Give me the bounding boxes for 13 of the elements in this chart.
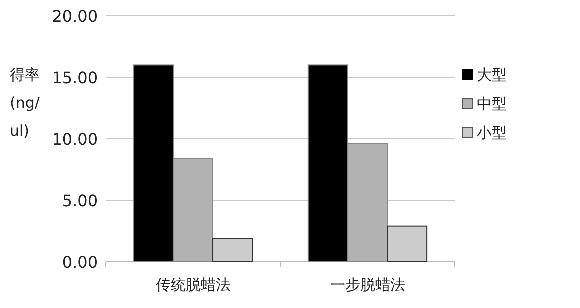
x-tick-label: 一步脱蜡法 (330, 276, 406, 294)
bar (212, 238, 254, 262)
y-tick-label: 5.00 (62, 192, 98, 210)
legend-label: 中型 (477, 95, 507, 113)
y-axis-title: 得率(ng/ul) (10, 66, 41, 140)
y-tick-label: 15.00 (52, 68, 98, 88)
y-tick-label: 0.00 (62, 253, 98, 272)
legend-label: 大型 (477, 66, 507, 84)
bar (387, 226, 428, 262)
y-tick-label: 10.00 (52, 130, 98, 149)
y-tick-label: 20.00 (52, 7, 98, 26)
legend-label: 小型 (477, 124, 507, 142)
x-tick-label: 传统脱蜡法 (156, 276, 231, 294)
